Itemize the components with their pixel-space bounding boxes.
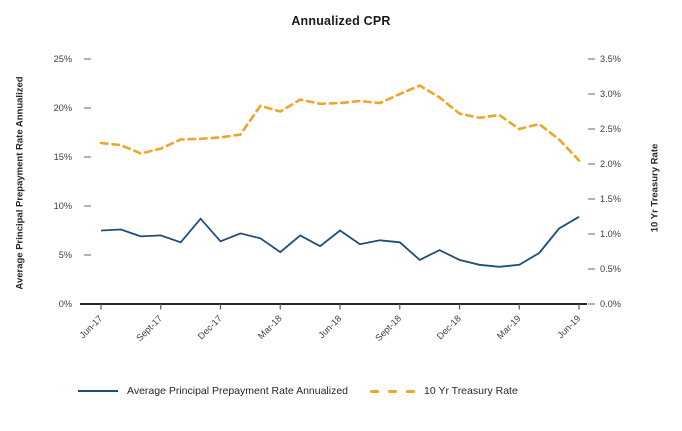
right-axis-title: 10 Yr Treasury Rate (649, 143, 661, 233)
x-axis-tick-label: Mar-18 (256, 313, 284, 341)
left-axis-tick-label: 15% (54, 152, 72, 162)
cpr-line (100, 216, 580, 268)
treasury-rate-line (99, 84, 581, 162)
x-axis-tick-label: Dec-18 (435, 313, 463, 341)
right-axis-tick-label: 3.0% (600, 89, 621, 99)
legend-label-cpr: Average Principal Prepayment Rate Annual… (127, 385, 349, 397)
legend: Average Principal Prepayment Rate Annual… (78, 383, 518, 399)
left-axis-tick-label: 5% (59, 250, 72, 260)
x-axis-tick-label: Dec-17 (196, 313, 224, 341)
left-axis-tick-label: 25% (54, 54, 72, 64)
x-axis-tick-label: Jun-19 (555, 313, 582, 340)
right-axis-tick-label: 2.5% (600, 124, 621, 134)
chart-title: Annualized CPR (291, 14, 391, 28)
left-axis-tick-label: 0% (59, 299, 72, 309)
right-axis-tick-label: 1.5% (600, 194, 621, 204)
legend-item-treasury: 10 Yr Treasury Rate (370, 385, 518, 397)
x-axis-tick-label: Sept-18 (373, 313, 403, 343)
right-axis-tick-label: 0.0% (600, 299, 621, 309)
right-axis-tick-label: 3.5% (600, 54, 621, 64)
right-axis-tick-label: 2.0% (600, 159, 621, 169)
x-axis-tick-label: Jun-18 (316, 313, 343, 340)
legend-item-cpr: Average Principal Prepayment Rate Annual… (78, 385, 348, 397)
x-axis-tick-label: Jun-17 (77, 313, 104, 340)
right-axis-tick-label: 1.0% (600, 229, 621, 239)
left-axis-title: Average Principal Prepayment Rate Annual… (14, 76, 26, 290)
left-axis-tick-label: 10% (54, 201, 72, 211)
x-axis-tick-label: Sept-17 (134, 313, 164, 343)
cpr-line-swatch (78, 390, 118, 392)
legend-label-treasury: 10 Yr Treasury Rate (424, 385, 518, 397)
treasury-dash-swatch (370, 389, 416, 393)
right-axis-tick-label: 0.5% (600, 264, 621, 274)
x-axis-tick-label: Mar-19 (495, 313, 523, 341)
left-axis-tick-label: 20% (54, 103, 72, 113)
